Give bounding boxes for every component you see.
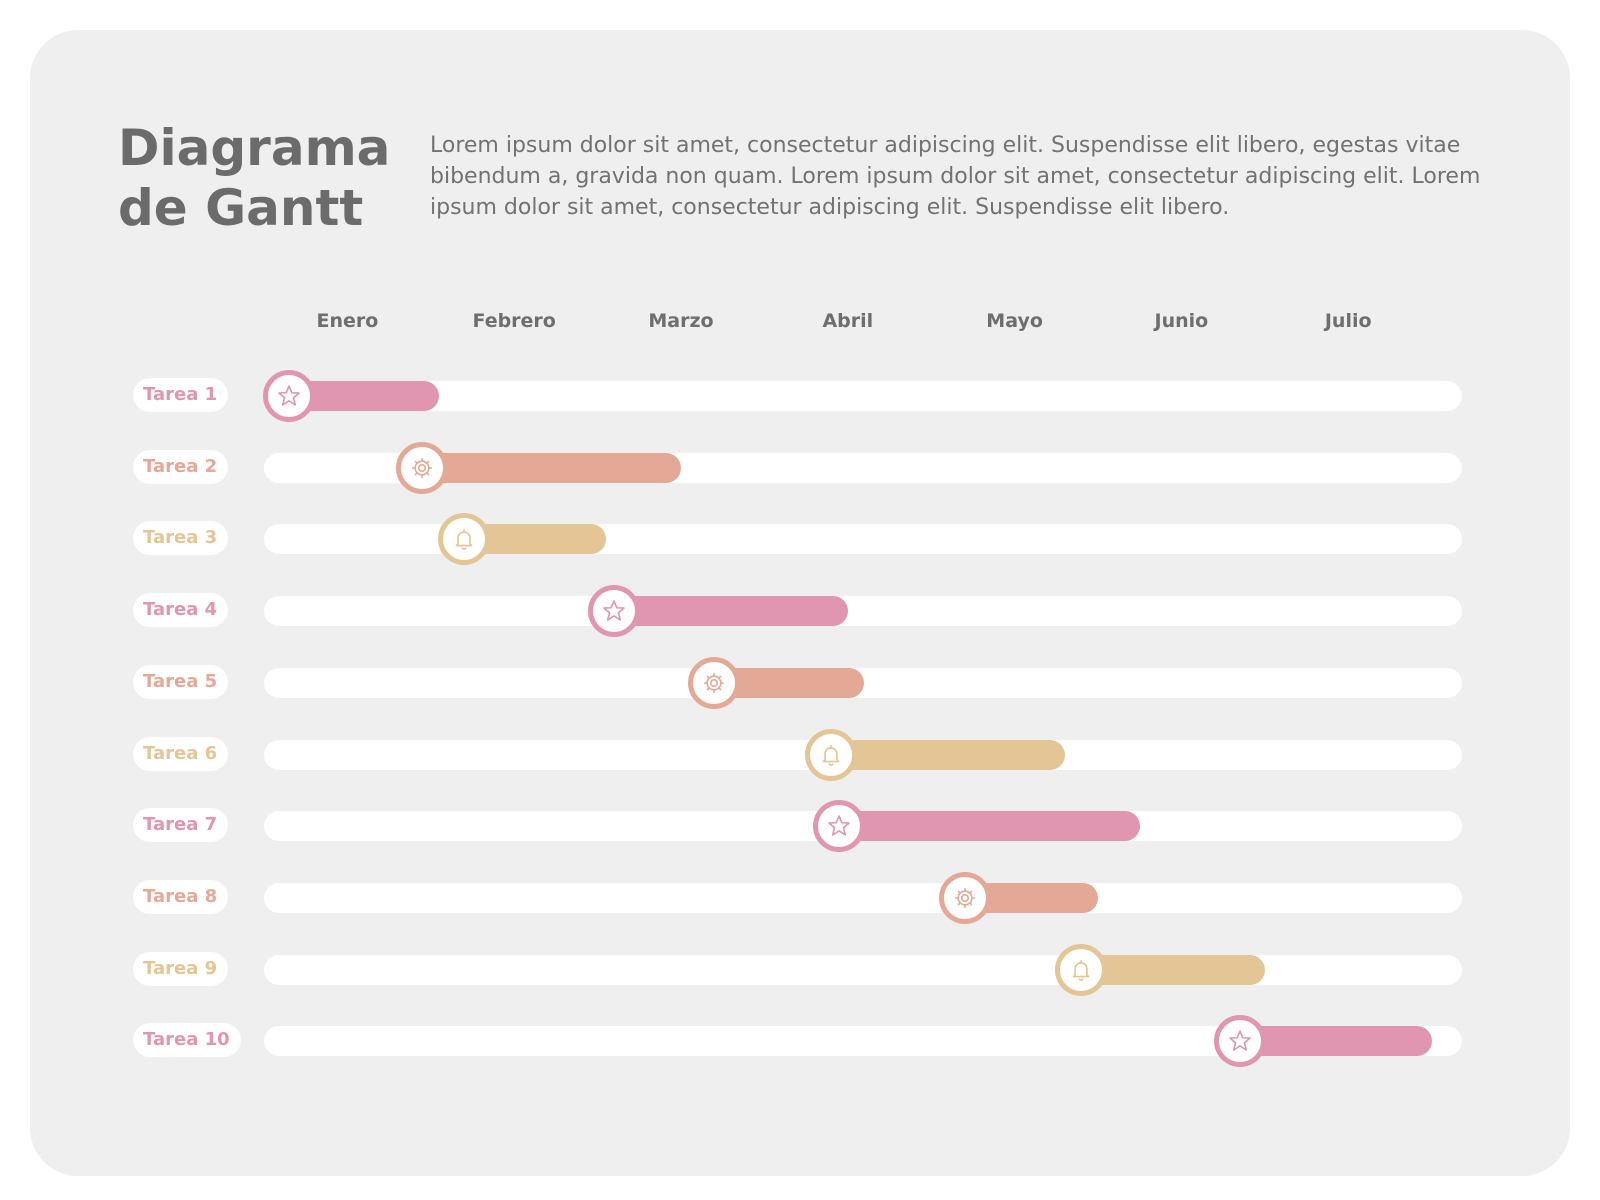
task-start-marker [438, 513, 491, 566]
task-row: Tarea 6 [30, 725, 1570, 785]
task-label: Tarea 9 [133, 951, 229, 986]
bell-icon [1068, 957, 1094, 983]
task-row: Tarea 2 [30, 438, 1570, 498]
task-label: Tarea 6 [133, 736, 229, 771]
task-start-marker [1055, 943, 1108, 996]
task-row: Tarea 10 [30, 1011, 1570, 1071]
task-label: Tarea 7 [133, 808, 229, 843]
task-label: Tarea 8 [133, 879, 229, 914]
task-track [264, 954, 1462, 985]
gear-icon [409, 455, 435, 481]
task-track [264, 882, 1462, 913]
task-bar [422, 452, 681, 483]
gear-icon [701, 670, 727, 696]
task-start-marker [1213, 1015, 1266, 1068]
star-icon [601, 598, 627, 624]
description-text: Lorem ipsum dolor sit amet, consectetur … [430, 133, 1481, 220]
task-track [264, 381, 1462, 411]
task-label: Tarea 5 [133, 664, 229, 699]
task-start-marker [396, 441, 449, 494]
month-label: Enero [316, 310, 379, 332]
task-row: Tarea 1 [30, 366, 1570, 426]
task-row: Tarea 3 [30, 509, 1570, 569]
task-bar [831, 739, 1065, 770]
star-icon [276, 383, 302, 409]
task-label: Tarea 2 [133, 449, 229, 484]
task-start-marker [588, 585, 641, 638]
month-label: Febrero [472, 310, 556, 332]
task-start-marker [938, 871, 991, 924]
star-icon [826, 813, 852, 839]
month-label: Abril [822, 310, 874, 332]
task-row: Tarea 5 [30, 653, 1570, 713]
task-label: Tarea 4 [133, 593, 229, 628]
month-label: Marzo [648, 310, 714, 332]
task-bar [1081, 954, 1265, 985]
gantt-card: Diagrama de Gantt Lorem ipsum dolor sit … [30, 30, 1570, 1176]
star-icon [1227, 1028, 1253, 1054]
task-label: Tarea 10 [133, 1023, 241, 1058]
month-axis: Enero Febrero Marzo Abril Mayo Junio Jul… [30, 310, 1570, 340]
month-label: Julio [1324, 310, 1372, 332]
page-title: Diagrama de Gantt [118, 119, 391, 237]
task-row: Tarea 9 [30, 940, 1570, 1000]
task-label: Tarea 3 [133, 521, 229, 556]
task-bar [839, 811, 1140, 842]
task-row: Tarea 4 [30, 581, 1570, 641]
task-bar [1239, 1026, 1432, 1057]
task-row: Tarea 7 [30, 796, 1570, 856]
task-label: Tarea 1 [133, 378, 229, 412]
task-bar [614, 596, 848, 627]
task-start-marker [805, 728, 858, 781]
month-label: Mayo [986, 310, 1043, 332]
task-start-marker [688, 656, 741, 709]
task-rows: Tarea 1 Tarea 2 Tarea 3 Tarea 4 Tarea 5 Tarea… [30, 30, 1570, 1176]
task-start-marker [813, 800, 866, 853]
task-row: Tarea 8 [30, 868, 1570, 928]
task-start-marker [263, 370, 316, 422]
bell-icon [818, 742, 844, 768]
task-track [264, 596, 1462, 627]
month-label: Junio [1154, 310, 1209, 332]
gear-icon [952, 885, 978, 911]
bell-icon [451, 526, 477, 552]
